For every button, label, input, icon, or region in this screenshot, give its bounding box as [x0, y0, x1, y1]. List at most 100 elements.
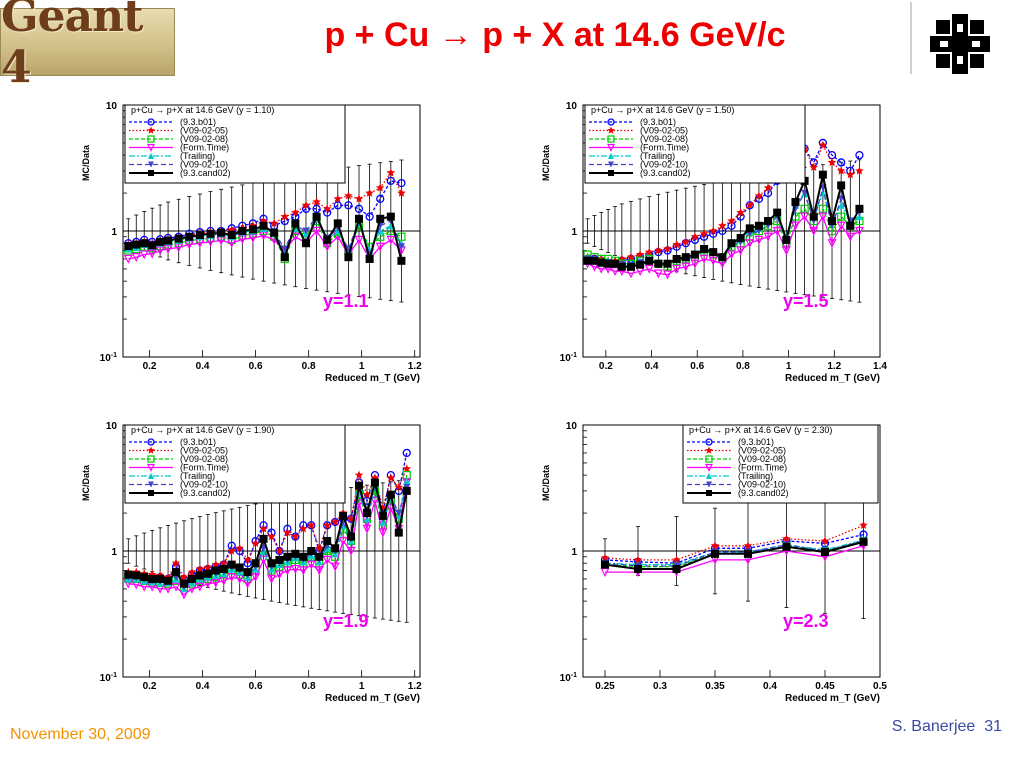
legend-entry: (Trailing): [180, 471, 215, 481]
data-point: [654, 259, 663, 268]
data-point: [681, 262, 691, 272]
data-point: [754, 235, 764, 245]
data-point: [855, 150, 864, 160]
data-point: [711, 549, 719, 558]
data-point: [846, 170, 855, 179]
y-tick-label: 1: [111, 547, 117, 558]
data-point: [583, 256, 592, 265]
legend-entry: (V09-02-08): [640, 134, 688, 144]
legend-marker: [706, 490, 712, 496]
data-point: [275, 546, 284, 555]
data-point: [754, 191, 764, 200]
data-point: [312, 226, 322, 236]
data-point: [124, 570, 133, 579]
y-tick-label: 1: [571, 227, 577, 238]
data-point: [148, 574, 157, 583]
data-point: [601, 560, 609, 569]
data-point: [187, 567, 197, 576]
data-point: [859, 520, 868, 529]
data-point: [267, 532, 276, 541]
data-point: [131, 253, 141, 263]
x-tick-label: 1: [359, 681, 365, 692]
data-point: [690, 250, 699, 259]
data-point: [333, 201, 342, 210]
data-point: [235, 543, 244, 552]
data-point: [736, 233, 745, 242]
data-point: [281, 245, 289, 253]
data-point: [248, 225, 257, 234]
rapidity-label: y=2.3: [783, 611, 829, 631]
data-point: [386, 235, 396, 245]
legend-marker: [147, 118, 155, 126]
data-point: [590, 256, 599, 265]
x-tick-label: 1.2: [408, 681, 422, 692]
data-point: [690, 232, 700, 241]
data-point: [837, 181, 846, 190]
data-point: [132, 571, 141, 580]
data-point: [147, 249, 157, 259]
data-point: [331, 544, 340, 553]
x-tick-label: 0.3: [653, 681, 667, 692]
data-point: [745, 200, 755, 209]
data-point: [375, 242, 385, 252]
data-point: [397, 178, 406, 188]
data-point: [402, 448, 411, 458]
series-line: [128, 229, 402, 261]
rapidity-label: y=1.5: [783, 291, 829, 311]
data-point: [163, 244, 173, 254]
legend-entry: (9.3.cand02): [738, 488, 789, 498]
header-divider: [910, 2, 912, 74]
data-point: [727, 216, 736, 225]
legend: p+Cu → p+X at 14.6 GeV (y = 1.90) (9.3.b0…: [124, 424, 346, 504]
data-point: [663, 270, 673, 280]
data-point: [663, 244, 672, 253]
series: [601, 537, 868, 573]
legend-box: [682, 424, 879, 504]
x-axis-title: Reduced m_T (GeV): [325, 693, 420, 704]
data-point: [397, 256, 406, 265]
data-point: [708, 226, 718, 235]
series-line: [604, 540, 864, 570]
data-point: [312, 212, 321, 221]
data-point: [156, 574, 165, 583]
data-point: [365, 188, 374, 197]
series-line: [604, 533, 864, 564]
data-point: [251, 538, 260, 547]
data-point: [855, 166, 864, 175]
legend-entry: (V09-02-05): [180, 126, 228, 136]
x-tick-label: 0.8: [302, 681, 316, 692]
data-point: [280, 253, 289, 262]
legend-marker: [608, 153, 614, 159]
legend-marker: [148, 481, 154, 488]
x-tick-label: 0.4: [763, 681, 777, 692]
data-point: [763, 183, 773, 192]
data-point: [836, 166, 846, 175]
data-point: [139, 250, 149, 260]
data-point: [672, 254, 681, 263]
data-point: [378, 528, 388, 538]
data-point: [354, 235, 364, 245]
fermilab-logo-icon: [930, 14, 990, 74]
footer-author: S. Banerjee 31: [892, 718, 1002, 736]
data-point: [333, 219, 342, 228]
legend-marker: [705, 446, 713, 454]
data-point: [782, 534, 791, 543]
legend-box: [124, 424, 346, 504]
x-tick-label: 1: [359, 361, 365, 372]
data-point: [123, 254, 133, 264]
legend-title: p+Cu → p+X at 14.6 GeV (y = 2.30): [689, 425, 832, 435]
data-point: [626, 262, 635, 271]
data-point: [859, 537, 868, 546]
y-axis-title: MC/Data: [541, 464, 551, 501]
data-point: [395, 509, 403, 517]
data-point: [386, 473, 396, 482]
data-point: [727, 239, 736, 248]
data-point: [259, 524, 268, 533]
y-tick-exponent: -1: [571, 672, 577, 679]
data-point: [846, 221, 855, 230]
y-tick-exponent: -1: [111, 352, 117, 359]
x-tick-label: 0.8: [302, 361, 316, 372]
data-point: [251, 573, 261, 583]
